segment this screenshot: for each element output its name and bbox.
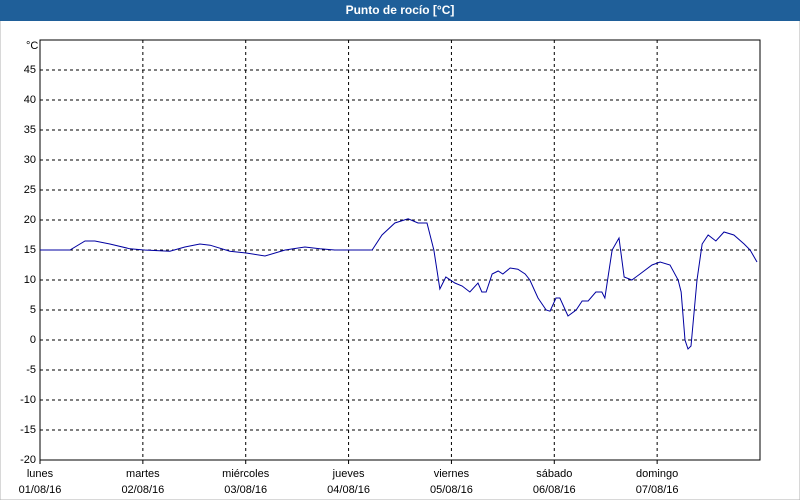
y-tick-label: 40 (24, 94, 36, 106)
x-tick-label: 01/08/16 (19, 484, 62, 496)
y-tick-label: 10 (24, 274, 36, 286)
y-tick-label: -15 (20, 424, 36, 436)
x-tick-label: martes (126, 468, 160, 480)
y-tick-label: -5 (26, 364, 36, 376)
x-tick-label: 06/08/16 (533, 484, 576, 496)
title-bar (0, 0, 800, 21)
x-tick-label: viernes (434, 468, 470, 480)
x-tick-label: 02/08/16 (121, 484, 164, 496)
y-tick-label: -20 (20, 454, 36, 466)
x-tick-label: 07/08/16 (636, 484, 679, 496)
x-tick-label: domingo (636, 468, 678, 480)
y-tick-label: 5 (30, 304, 36, 316)
chart-title: Punto de rocío [°C] (346, 3, 455, 17)
data-line (40, 218, 758, 350)
x-tick-label: 04/08/16 (327, 484, 370, 496)
x-tick-label: lunes (27, 468, 54, 480)
y-tick-label: 25 (24, 184, 36, 196)
y-tick-label: 30 (24, 154, 36, 166)
y-tick-label: 45 (24, 64, 36, 76)
x-tick-label: 05/08/16 (430, 484, 473, 496)
x-tick-label: sábado (536, 468, 572, 480)
y-tick-label: -10 (20, 394, 36, 406)
x-tick-label: 03/08/16 (224, 484, 267, 496)
y-tick-label: 35 (24, 124, 36, 136)
y-tick-label: 20 (24, 214, 36, 226)
y-tick-label: 15 (24, 244, 36, 256)
y-tick-label: 0 (30, 334, 36, 346)
x-tick-label: miércoles (222, 468, 270, 480)
x-tick-label: jueves (332, 468, 365, 480)
y-unit: °C (26, 40, 38, 52)
